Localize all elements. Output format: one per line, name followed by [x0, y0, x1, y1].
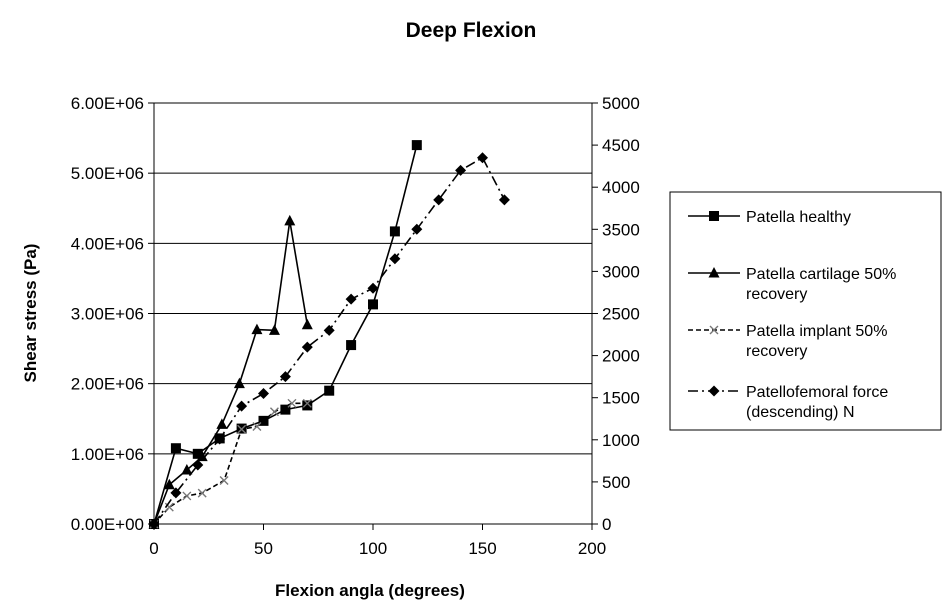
y2-tick-label: 2500: [602, 305, 640, 324]
y2-tick-label: 1500: [602, 389, 640, 408]
series-layer: [148, 140, 510, 530]
series-line: [153, 402, 308, 525]
x-tick-label: 200: [578, 539, 606, 558]
data-point: [163, 478, 175, 490]
data-point: [301, 341, 313, 353]
legend-label: Patella implant 50% recovery: [746, 323, 887, 360]
data-point: [280, 404, 291, 415]
data-point: [477, 152, 488, 164]
data-point: [233, 377, 245, 389]
data-point: [455, 164, 467, 176]
data-point: [192, 459, 204, 471]
y-tick-label: 2.00E+06: [71, 375, 144, 394]
data-point: [216, 418, 228, 429]
data-point: [389, 253, 401, 265]
grid-layer: [154, 102, 592, 455]
data-point: [164, 502, 174, 512]
data-point: [284, 214, 296, 226]
data-point: [197, 488, 207, 498]
data-point: [346, 340, 357, 351]
data-point: [258, 387, 269, 399]
chart-title: Deep Flexion: [406, 19, 537, 42]
data-point: [196, 450, 208, 462]
y2-tick-label: 4000: [602, 178, 640, 197]
legend: Patella healthy Patella cartilage 50% reco…: [669, 191, 942, 431]
data-point: [301, 318, 313, 330]
data-point: [181, 463, 193, 475]
data-point: [219, 476, 229, 485]
data-point: [268, 324, 280, 335]
y2-tick-label: 3000: [602, 262, 640, 281]
data-point: [252, 421, 262, 431]
data-point: [389, 226, 400, 237]
x-axis-title: Flexion angla (degrees): [275, 581, 465, 600]
data-point: [251, 323, 263, 335]
y2-tick-label: 3500: [602, 220, 640, 239]
data-point: [148, 518, 160, 530]
data-point: [345, 293, 357, 305]
series-line: [153, 156, 506, 525]
y-axis-title: Shear stress (Pa): [21, 244, 40, 383]
y2-tick-label: 2000: [602, 347, 640, 366]
y-tick-label: 5.00E+06: [71, 164, 144, 183]
data-point: [323, 324, 335, 336]
data-point: [411, 140, 422, 151]
x-tick-label: 0: [149, 539, 158, 558]
data-point: [279, 371, 291, 383]
x-tick-label: 150: [468, 539, 496, 558]
legend-marker: [709, 325, 719, 335]
axis-layer: 0.00E+00 1.00E+06 2.00E+06 3.00E+06 4.00E+06…: [71, 94, 640, 558]
series-3: [149, 398, 312, 529]
y2-tick-label: 0: [602, 515, 611, 534]
data-point: [170, 487, 182, 499]
y2-tick-label: 5000: [602, 94, 640, 113]
series-4: [148, 152, 510, 530]
data-point: [182, 491, 192, 501]
data-point: [411, 223, 423, 235]
y-tick-label: 4.00E+06: [71, 234, 144, 253]
y2-tick-label: 500: [602, 473, 630, 492]
y-tick-label: 0.00E+00: [71, 515, 144, 534]
legend-label: Patella healthy: [746, 209, 851, 226]
data-point: [498, 194, 510, 206]
data-point: [302, 400, 313, 411]
data-point: [236, 400, 248, 412]
legend-marker: [708, 385, 720, 397]
x-tick-label: 50: [254, 539, 273, 558]
x-tick-label: 100: [359, 539, 387, 558]
y-tick-label: 1.00E+06: [71, 445, 144, 464]
data-point: [269, 407, 279, 417]
data-point: [214, 433, 226, 445]
data-point: [237, 424, 247, 434]
y2-tick-label: 1000: [602, 431, 640, 450]
data-point: [324, 385, 335, 396]
data-point: [367, 282, 379, 294]
data-point: [368, 299, 378, 310]
legend-marker: [708, 267, 720, 278]
data-point: [287, 398, 297, 408]
legend-label: Patella cartilage 50% recovery: [746, 266, 896, 303]
data-point: [192, 448, 203, 459]
data-point: [433, 194, 445, 206]
y-tick-label: 3.00E+06: [71, 305, 144, 324]
legend-label: Patellofemoral force (descending) N: [746, 384, 888, 421]
data-point: [170, 443, 181, 454]
series-line: [153, 144, 418, 525]
data-point: [302, 398, 312, 408]
y2-tick-label: 4500: [602, 136, 640, 155]
y-tick-label: 6.00E+06: [71, 94, 144, 113]
label-layer: Deep Flexion Flexion angla (degrees) She…: [21, 19, 536, 600]
legend-marker: [709, 211, 719, 221]
series-line: [153, 220, 309, 525]
